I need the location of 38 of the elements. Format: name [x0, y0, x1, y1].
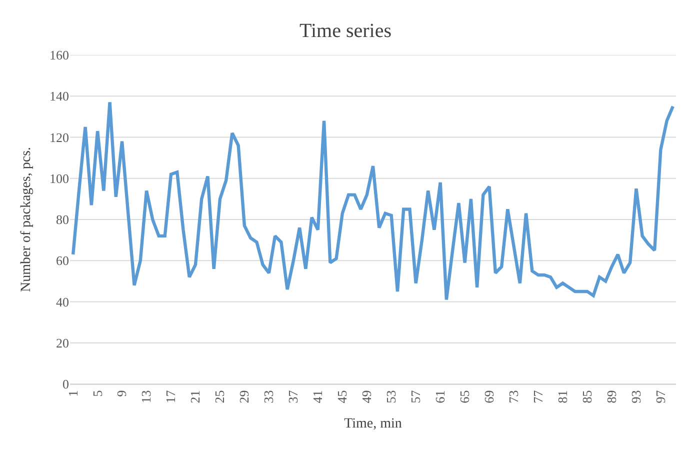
x-tick-label: 5 — [90, 390, 105, 397]
y-tick-label: 120 — [50, 130, 69, 145]
x-tick-label: 45 — [334, 390, 350, 404]
x-axis-title: Time, min — [344, 416, 402, 432]
x-tick-label: 61 — [432, 390, 448, 404]
y-tick-label: 140 — [50, 88, 69, 104]
x-tick-label: 1 — [65, 390, 80, 397]
y-tick-label: 60 — [56, 253, 69, 268]
x-tick-label: 53 — [384, 390, 399, 404]
x-tick-label: 89 — [604, 390, 619, 404]
y-tick-label: 80 — [56, 212, 69, 228]
x-tick-label: 29 — [236, 390, 252, 404]
x-tick-label: 73 — [506, 390, 522, 404]
y-tick-label: 160 — [50, 48, 69, 63]
chart-title: Time series — [299, 20, 392, 42]
x-tick-label: 65 — [457, 390, 472, 404]
x-tick-label: 33 — [261, 390, 276, 404]
x-tick-label: 69 — [482, 390, 497, 404]
y-axis-title: Number of packages, pcs. — [19, 146, 34, 292]
x-tick-label: 9 — [114, 390, 130, 397]
x-tick-label: 49 — [359, 390, 374, 404]
x-tick-label: 17 — [163, 390, 178, 404]
x-tick-label: 13 — [138, 390, 154, 404]
x-tick-label: 37 — [286, 390, 301, 404]
x-tick-label: 81 — [554, 390, 570, 404]
x-tick-label: 85 — [579, 390, 594, 404]
y-tick-label: 20 — [56, 335, 69, 350]
x-tick-label: 97 — [652, 390, 668, 404]
x-tick-label: 93 — [628, 390, 644, 404]
x-tick-label: 77 — [530, 390, 546, 404]
y-tick-label: 40 — [56, 294, 69, 310]
x-tick-label: 21 — [188, 390, 203, 404]
x-tick-label: 57 — [408, 390, 424, 404]
line-series — [71, 100, 675, 302]
y-tick-label: 0 — [62, 376, 69, 392]
x-tick-label: 25 — [212, 390, 228, 404]
y-tick-label: 100 — [50, 170, 69, 186]
x-tick-label: 41 — [310, 390, 326, 404]
